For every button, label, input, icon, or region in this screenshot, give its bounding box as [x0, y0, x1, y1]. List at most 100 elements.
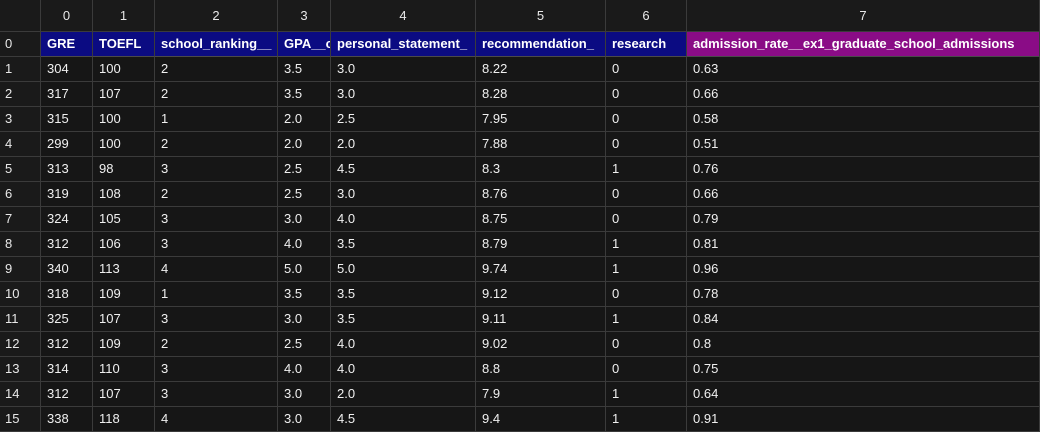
column-index-1[interactable]: 1 — [93, 0, 155, 32]
cell-research[interactable]: 0 — [606, 357, 687, 382]
cell-admission-rate[interactable]: 0.81 — [687, 232, 1040, 257]
cell-gre[interactable]: 325 — [41, 307, 93, 332]
cell-toefl[interactable]: 109 — [93, 332, 155, 357]
cell-admission-rate[interactable]: 0.78 — [687, 282, 1040, 307]
cell-research[interactable]: 0 — [606, 282, 687, 307]
row-index[interactable]: 13 — [0, 357, 41, 382]
cell-gpa[interactable]: 3.0 — [278, 382, 331, 407]
header-cell-gpa[interactable]: GPA__c — [278, 32, 331, 57]
cell-gpa[interactable]: 3.5 — [278, 57, 331, 82]
cell-admission-rate[interactable]: 0.66 — [687, 82, 1040, 107]
cell-research[interactable]: 1 — [606, 382, 687, 407]
cell-recommendation[interactable]: 9.4 — [476, 407, 606, 432]
cell-gre[interactable]: 317 — [41, 82, 93, 107]
cell-toefl[interactable]: 100 — [93, 132, 155, 157]
cell-gre[interactable]: 340 — [41, 257, 93, 282]
cell-recommendation[interactable]: 9.74 — [476, 257, 606, 282]
cell-admission-rate[interactable]: 0.63 — [687, 57, 1040, 82]
cell-recommendation[interactable]: 8.8 — [476, 357, 606, 382]
row-index[interactable]: 5 — [0, 157, 41, 182]
cell-admission-rate[interactable]: 0.8 — [687, 332, 1040, 357]
cell-school-ranking[interactable]: 2 — [155, 182, 278, 207]
cell-school-ranking[interactable]: 3 — [155, 232, 278, 257]
cell-gre[interactable]: 312 — [41, 332, 93, 357]
cell-toefl[interactable]: 107 — [93, 82, 155, 107]
cell-toefl[interactable]: 100 — [93, 57, 155, 82]
cell-gre[interactable]: 318 — [41, 282, 93, 307]
cell-gpa[interactable]: 5.0 — [278, 257, 331, 282]
cell-gpa[interactable]: 4.0 — [278, 232, 331, 257]
cell-gpa[interactable]: 2.5 — [278, 332, 331, 357]
row-index[interactable]: 11 — [0, 307, 41, 332]
cell-personal-statement[interactable]: 4.0 — [331, 357, 476, 382]
cell-personal-statement[interactable]: 3.0 — [331, 57, 476, 82]
header-cell-school-ranking[interactable]: school_ranking__ — [155, 32, 278, 57]
header-cell-research[interactable]: research — [606, 32, 687, 57]
cell-recommendation[interactable]: 7.9 — [476, 382, 606, 407]
cell-toefl[interactable]: 105 — [93, 207, 155, 232]
cell-gre[interactable]: 299 — [41, 132, 93, 157]
cell-research[interactable]: 1 — [606, 257, 687, 282]
cell-recommendation[interactable]: 8.28 — [476, 82, 606, 107]
column-index-4[interactable]: 4 — [331, 0, 476, 32]
cell-personal-statement[interactable]: 3.5 — [331, 307, 476, 332]
cell-admission-rate[interactable]: 0.64 — [687, 382, 1040, 407]
cell-personal-statement[interactable]: 5.0 — [331, 257, 476, 282]
cell-recommendation[interactable]: 9.02 — [476, 332, 606, 357]
header-cell-gre[interactable]: GRE — [41, 32, 93, 57]
cell-toefl[interactable]: 100 — [93, 107, 155, 132]
cell-school-ranking[interactable]: 2 — [155, 57, 278, 82]
cell-gre[interactable]: 313 — [41, 157, 93, 182]
cell-recommendation[interactable]: 8.22 — [476, 57, 606, 82]
cell-admission-rate[interactable]: 0.66 — [687, 182, 1040, 207]
cell-toefl[interactable]: 98 — [93, 157, 155, 182]
cell-recommendation[interactable]: 8.76 — [476, 182, 606, 207]
header-cell-recommendation[interactable]: recommendation_ — [476, 32, 606, 57]
header-cell-toefl[interactable]: TOEFL — [93, 32, 155, 57]
cell-gre[interactable]: 312 — [41, 232, 93, 257]
cell-research[interactable]: 0 — [606, 107, 687, 132]
cell-school-ranking[interactable]: 3 — [155, 357, 278, 382]
cell-recommendation[interactable]: 9.11 — [476, 307, 606, 332]
cell-research[interactable]: 0 — [606, 332, 687, 357]
row-index[interactable]: 14 — [0, 382, 41, 407]
cell-school-ranking[interactable]: 2 — [155, 132, 278, 157]
row-index[interactable]: 4 — [0, 132, 41, 157]
cell-school-ranking[interactable]: 1 — [155, 107, 278, 132]
cell-toefl[interactable]: 108 — [93, 182, 155, 207]
cell-personal-statement[interactable]: 2.5 — [331, 107, 476, 132]
column-index-3[interactable]: 3 — [278, 0, 331, 32]
cell-gpa[interactable]: 2.0 — [278, 132, 331, 157]
cell-toefl[interactable]: 110 — [93, 357, 155, 382]
cell-school-ranking[interactable]: 2 — [155, 332, 278, 357]
corner-cell[interactable] — [0, 0, 41, 32]
cell-admission-rate[interactable]: 0.76 — [687, 157, 1040, 182]
cell-research[interactable]: 1 — [606, 407, 687, 432]
cell-recommendation[interactable]: 8.79 — [476, 232, 606, 257]
cell-toefl[interactable]: 106 — [93, 232, 155, 257]
cell-admission-rate[interactable]: 0.84 — [687, 307, 1040, 332]
cell-admission-rate[interactable]: 0.96 — [687, 257, 1040, 282]
column-index-5[interactable]: 5 — [476, 0, 606, 32]
row-index[interactable]: 1 — [0, 57, 41, 82]
cell-school-ranking[interactable]: 1 — [155, 282, 278, 307]
cell-gpa[interactable]: 3.0 — [278, 207, 331, 232]
cell-research[interactable]: 1 — [606, 157, 687, 182]
row-index[interactable]: 8 — [0, 232, 41, 257]
row-index[interactable]: 2 — [0, 82, 41, 107]
cell-personal-statement[interactable]: 3.0 — [331, 82, 476, 107]
cell-personal-statement[interactable]: 4.5 — [331, 407, 476, 432]
cell-personal-statement[interactable]: 4.0 — [331, 332, 476, 357]
row-index[interactable]: 12 — [0, 332, 41, 357]
column-index-7[interactable]: 7 — [687, 0, 1040, 32]
cell-admission-rate[interactable]: 0.91 — [687, 407, 1040, 432]
cell-gpa[interactable]: 2.5 — [278, 157, 331, 182]
cell-recommendation[interactable]: 8.75 — [476, 207, 606, 232]
cell-gre[interactable]: 314 — [41, 357, 93, 382]
cell-gpa[interactable]: 3.0 — [278, 307, 331, 332]
column-index-6[interactable]: 6 — [606, 0, 687, 32]
cell-recommendation[interactable]: 9.12 — [476, 282, 606, 307]
cell-research[interactable]: 0 — [606, 207, 687, 232]
cell-gre[interactable]: 315 — [41, 107, 93, 132]
column-index-0[interactable]: 0 — [41, 0, 93, 32]
